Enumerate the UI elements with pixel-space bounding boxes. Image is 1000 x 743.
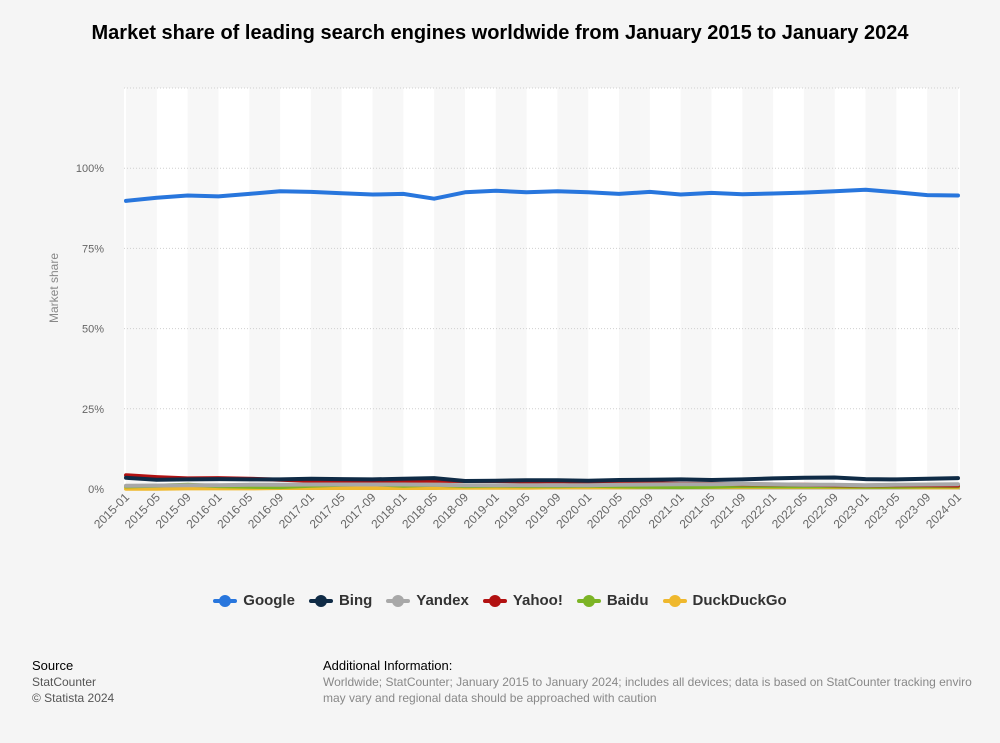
plot-band: [803, 88, 835, 489]
plot-bands: [126, 88, 958, 489]
plot-band: [310, 88, 342, 489]
chart-title: Market share of leading search engines w…: [91, 22, 909, 44]
y-tick-label: 0%: [88, 484, 104, 496]
x-tick-labels: 2015-012015-052015-092016-012016-052016-…: [91, 490, 964, 531]
series-line-google[interactable]: [124, 187, 960, 203]
y-tick-labels: 0% 25% 50% 75% 100%: [76, 163, 104, 496]
plot-band: [187, 88, 219, 489]
legend-item-yahoo[interactable]: Yahoo!: [482, 592, 563, 609]
plot-band: [372, 88, 404, 489]
plot-band: [619, 88, 650, 489]
source-block: Source StatCounter © Statista 2024: [32, 658, 114, 706]
legend-marker: [308, 594, 333, 607]
legend-label: DuckDuckGo: [692, 592, 787, 609]
legend-label: Yandex: [416, 592, 469, 609]
legend-item-bing[interactable]: Bing: [308, 592, 373, 609]
legend-item-duckduckgo[interactable]: DuckDuckGo: [662, 592, 787, 609]
legend-label: Yahoo!: [512, 592, 563, 609]
legend-marker: [662, 594, 687, 607]
plot-band: [126, 88, 157, 489]
plot-band: [865, 88, 897, 489]
legend-marker: [213, 594, 238, 607]
plot-band: [742, 88, 774, 489]
legend-label: Bing: [338, 592, 373, 609]
legend-marker: [576, 594, 601, 607]
additional-info-line-2: may vary and regional data should be app…: [323, 691, 657, 705]
legend-label: Baidu: [606, 592, 649, 609]
series-line-yandex[interactable]: [124, 481, 960, 488]
additional-info-heading: Additional Information:: [323, 658, 453, 673]
plot-band: [927, 88, 958, 489]
legend-item-baidu[interactable]: Baidu: [576, 592, 649, 609]
plot-band: [557, 88, 589, 489]
legend-marker: [386, 594, 411, 607]
legend-item-yandex[interactable]: Yandex: [386, 592, 469, 609]
plot-band: [495, 88, 527, 489]
additional-info-block: Additional Information: Worldwide; StatC…: [323, 658, 1000, 706]
source-link[interactable]: StatCounter: [32, 675, 97, 689]
legend-label: Google: [243, 592, 295, 609]
y-tick-label: 25%: [82, 404, 104, 416]
series-line-bing[interactable]: [124, 475, 960, 483]
legend-marker: [482, 594, 507, 607]
legend-item-google[interactable]: Google: [213, 592, 295, 609]
source-heading: Source: [32, 658, 74, 673]
additional-info-line-1: Worldwide; StatCounter; January 2015 to …: [323, 675, 972, 689]
y-tick-label: 100%: [76, 163, 104, 175]
y-axis-label: Market share: [47, 253, 61, 323]
plot-band: [249, 88, 281, 489]
y-tick-label: 50%: [82, 324, 104, 336]
plot-band: [434, 88, 465, 489]
copyright-text: © Statista 2024: [32, 691, 115, 705]
legend: Google Bing Yandex Yahoo! Baidu DuckDuckGo: [0, 592, 1000, 609]
y-tick-label: 75%: [82, 243, 104, 255]
plot-band: [680, 88, 712, 489]
series-lines: [124, 187, 960, 491]
